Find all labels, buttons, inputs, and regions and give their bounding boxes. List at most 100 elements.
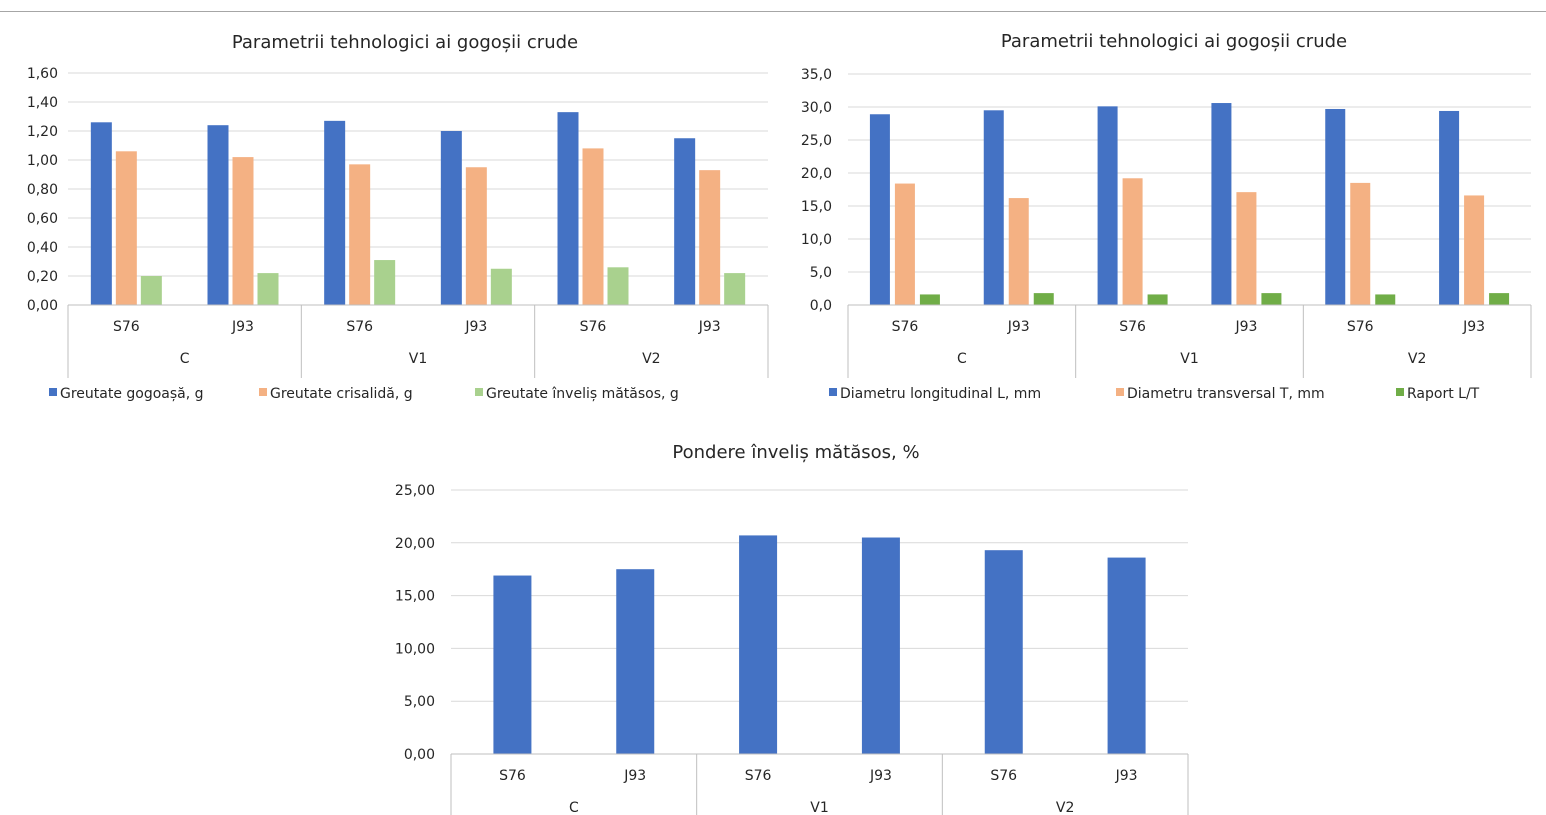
bar-series0-s76-0 (869, 114, 890, 305)
bar-series1-s76-4 (1350, 182, 1371, 305)
bar-series1-j93-1 (232, 157, 254, 305)
legend-label-1: Greutate crisalidă, g (270, 386, 413, 402)
group-label: V1 (1180, 351, 1198, 367)
legend-swatch-1 (259, 388, 267, 396)
bar-series1-s76-0 (894, 183, 915, 305)
bar-series2-s76-2 (1147, 294, 1168, 305)
x-tick-label: J93 (464, 319, 487, 335)
legend-label-2: Greutate înveliș mătăsos, g (486, 386, 679, 402)
group-label: V2 (642, 351, 660, 367)
bar-series0-j93-5 (1439, 110, 1460, 306)
y-tick-label: 0,40 (27, 240, 58, 256)
chart-title: Parametrii tehnologici ai gogoșii crude (1001, 31, 1347, 52)
x-tick-label: S76 (499, 768, 526, 784)
bar-series0-s76-4 (557, 112, 579, 306)
bar-series1-j93-1 (1008, 198, 1029, 305)
top-divider-line (0, 11, 1546, 12)
y-tick-label: 20,00 (395, 536, 435, 552)
group-label: C (180, 351, 190, 367)
x-tick-label: S76 (745, 768, 772, 784)
y-tick-label: 0,0 (810, 298, 832, 314)
bar-series2-s76-4 (607, 267, 629, 305)
x-tick-label: J93 (1115, 768, 1138, 784)
x-tick-label: J93 (698, 319, 721, 335)
x-tick-label: J93 (623, 768, 646, 784)
bar-series0-j93-5 (674, 138, 696, 305)
x-tick-label: S76 (892, 319, 919, 335)
bar-series0-j93-3 (1211, 103, 1232, 305)
chart-title: Parametrii tehnologici ai gogoșii crude (232, 32, 578, 53)
y-tick-label: 15,00 (395, 589, 435, 605)
x-tick-label: S76 (990, 768, 1017, 784)
x-tick-label: J93 (1007, 319, 1030, 335)
y-tick-label: 25,0 (801, 133, 832, 149)
group-label: V1 (810, 800, 828, 815)
group-label: V2 (1056, 800, 1074, 815)
bar-series2-s76-0 (140, 276, 162, 305)
bar-series2-j93-5 (1489, 293, 1510, 305)
y-tick-label: 20,0 (801, 166, 832, 182)
y-tick-label: 0,00 (404, 747, 435, 763)
x-tick-label: J93 (231, 319, 254, 335)
bar-series1-j93-3 (465, 167, 487, 305)
bar-series2-s76-0 (919, 294, 940, 305)
bar-series0-j93-1 (616, 569, 655, 754)
legend-label-0: Diametru longitudinal L, mm (840, 386, 1041, 402)
group-label: V2 (1408, 351, 1426, 367)
legend-swatch-0 (829, 388, 837, 396)
bar-series2-j93-5 (724, 273, 746, 305)
chart-title: Pondere înveliș mătăsos, % (672, 442, 919, 463)
y-tick-label: 10,00 (395, 641, 435, 657)
bar-series2-s76-2 (374, 260, 396, 305)
y-tick-label: 0,60 (27, 211, 58, 227)
y-tick-label: 1,00 (27, 153, 58, 169)
bar-series0-s76-0 (493, 575, 532, 754)
y-tick-label: 30,0 (801, 100, 832, 116)
group-label: C (569, 800, 579, 815)
bar-series0-s76-0 (90, 122, 112, 305)
bar-series0-j93-1 (983, 110, 1004, 305)
legend-swatch-0 (49, 388, 57, 396)
bar-series1-j93-5 (1464, 195, 1485, 305)
bar-series2-j93-3 (490, 268, 512, 305)
y-tick-label: 0,20 (27, 269, 58, 285)
bar-series0-j93-3 (861, 537, 900, 754)
bar-series1-j93-3 (1236, 192, 1257, 305)
bar-series1-s76-4 (582, 148, 604, 305)
x-tick-label: S76 (1119, 319, 1146, 335)
y-tick-label: 5,0 (810, 265, 832, 281)
legend-label-1: Diametru transversal T, mm (1127, 386, 1325, 402)
legend-swatch-2 (1396, 388, 1404, 396)
bar-series0-j93-3 (440, 131, 462, 305)
bar-series2-j93-3 (1261, 293, 1282, 305)
legend-label-2: Raport L/T (1407, 386, 1480, 402)
x-tick-label: S76 (346, 319, 373, 335)
bar-series0-s76-2 (1097, 106, 1118, 305)
legend-swatch-2 (475, 388, 483, 396)
x-tick-label: J93 (1234, 319, 1257, 335)
y-tick-label: 10,0 (801, 232, 832, 248)
bar-series1-s76-2 (1122, 178, 1143, 305)
bar-series0-s76-2 (739, 535, 778, 754)
bar-series2-s76-4 (1375, 294, 1396, 305)
y-tick-label: 0,80 (27, 182, 58, 198)
bar-series1-s76-2 (349, 164, 371, 305)
legend-swatch-1 (1116, 388, 1124, 396)
y-tick-label: 0,00 (27, 298, 58, 314)
group-label: C (957, 351, 967, 367)
x-tick-label: S76 (113, 319, 140, 335)
x-tick-label: S76 (580, 319, 607, 335)
bar-series2-j93-1 (257, 273, 279, 305)
group-label: V1 (409, 351, 427, 367)
legend-label-0: Greutate gogoașă, g (60, 386, 204, 402)
bar-series1-s76-0 (115, 151, 137, 305)
y-tick-label: 15,0 (801, 199, 832, 215)
x-tick-label: J93 (1462, 319, 1485, 335)
bar-series0-j93-5 (1107, 557, 1146, 754)
x-tick-label: J93 (869, 768, 892, 784)
y-tick-label: 1,20 (27, 124, 58, 140)
y-tick-label: 1,60 (27, 66, 58, 82)
